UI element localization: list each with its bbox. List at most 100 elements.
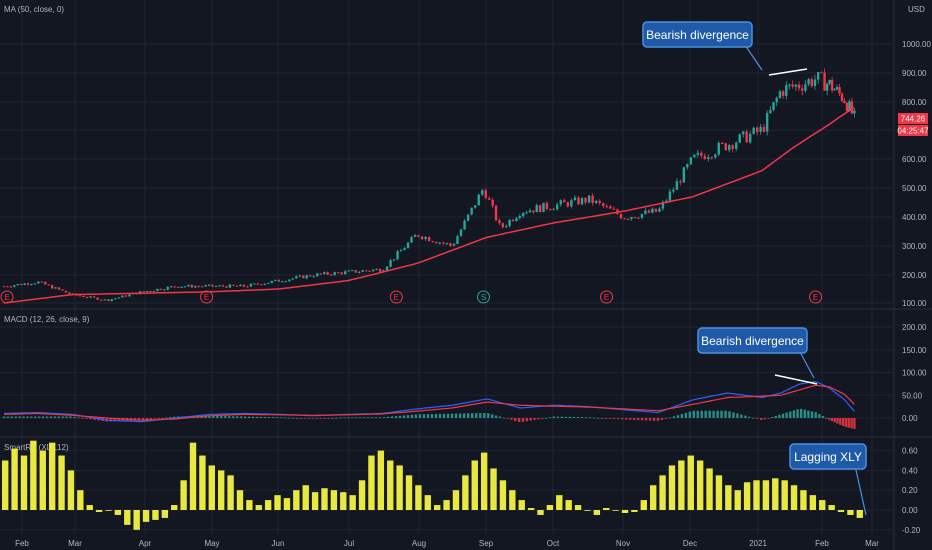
macd-histogram-bar <box>521 418 525 422</box>
candle-body <box>392 259 396 261</box>
macd-histogram-bar <box>216 415 219 418</box>
macd-histogram-bar <box>621 418 624 420</box>
macd-histogram-bar <box>664 418 668 419</box>
candle-body <box>263 283 267 285</box>
rs-bar <box>603 508 610 510</box>
smartrs-bars <box>2 440 863 530</box>
countdown-value: 04:25:47 <box>897 127 929 136</box>
event-marker[interactable] <box>389 290 403 304</box>
candle-body <box>427 237 431 242</box>
rs-bar <box>161 510 169 518</box>
rs-bar <box>659 475 666 510</box>
rs-bar <box>678 460 685 510</box>
macd-histogram-bar <box>331 417 334 419</box>
candle-body <box>745 131 748 143</box>
macd-histogram-bar <box>53 416 57 418</box>
event-marker[interactable] <box>0 290 14 304</box>
time-tick-label: Mar <box>865 539 879 548</box>
event-marker[interactable] <box>600 290 613 304</box>
rs-axis-ticks: -0.20 0.00 0.20 0.40 0.60 <box>902 447 921 535</box>
candle-body <box>545 202 549 210</box>
macd-panel-title: MACD (12, 26, close, 9) <box>4 315 90 324</box>
macd-histogram-bar <box>327 418 330 419</box>
macd-histogram-bar <box>617 418 620 420</box>
candle-body <box>810 79 813 87</box>
candle-body <box>830 79 834 91</box>
rs-bar <box>593 510 601 515</box>
candle-body <box>521 212 525 217</box>
candle-body <box>99 299 103 301</box>
macd-histogram-bar <box>251 416 255 418</box>
macd-histogram-bar <box>359 417 362 419</box>
macd-histogram-bar <box>475 413 478 418</box>
macd-histogram-bar <box>374 417 378 419</box>
macd-histogram-bar <box>613 418 616 419</box>
macd-histogram-bar <box>844 418 848 428</box>
price-divergence-line <box>768 68 808 76</box>
candle-body <box>686 164 689 168</box>
time-tick-label: Sep <box>479 539 494 548</box>
candle-body <box>765 113 769 132</box>
currency-label: USD <box>908 5 925 14</box>
candle-body <box>552 209 555 211</box>
candle-body <box>717 142 720 155</box>
macd-tick-label: 100.00 <box>902 369 927 378</box>
price-panel-title: MA (50, close, 0) <box>4 5 64 14</box>
macd-histogram-bar <box>141 418 145 421</box>
rs-bar <box>452 490 460 510</box>
macd-histogram-bar <box>604 418 608 419</box>
rs-bar <box>199 455 206 510</box>
event-marker[interactable] <box>477 290 490 304</box>
macd-callout-pointer <box>799 351 815 379</box>
candle-body <box>176 286 180 288</box>
candle-body <box>424 237 427 240</box>
macd-histogram-bar <box>814 412 817 418</box>
macd-histogram-bar <box>760 418 763 420</box>
macd-histogram-bar <box>644 418 648 421</box>
macd-histogram-bar <box>770 417 774 418</box>
macd-tick-label: 50.00 <box>902 391 923 400</box>
candle-body <box>378 268 382 272</box>
candle-body <box>267 282 270 284</box>
price-tick-label: 300.00 <box>902 242 927 251</box>
candle-body <box>456 236 459 244</box>
macd-histogram-bar <box>580 417 584 418</box>
candle-body <box>459 229 463 237</box>
macd-histogram-bar <box>438 413 442 418</box>
rs-bar <box>95 510 103 512</box>
macd-histogram-bar <box>537 418 540 420</box>
candle-body <box>361 270 364 272</box>
macd-histogram-bar <box>498 416 502 418</box>
macd-histogram-bar <box>629 418 632 420</box>
candle-body <box>525 212 528 214</box>
rs-bar <box>762 480 770 510</box>
rs-tick-label: 0.60 <box>902 447 918 456</box>
macd-histogram-bar <box>479 413 482 418</box>
candle-body <box>253 283 256 285</box>
candle-body <box>218 285 221 287</box>
candle-body <box>68 292 71 294</box>
candle-body <box>501 223 505 228</box>
macd-histogram-bar <box>153 418 156 419</box>
candle-body <box>463 220 466 230</box>
candle-body <box>6 286 9 288</box>
candle-body <box>16 283 19 286</box>
candle-body <box>183 286 187 288</box>
macd-histogram-bar <box>588 417 592 419</box>
event-marker[interactable] <box>809 290 823 304</box>
candle-body <box>584 198 587 203</box>
candle-body <box>549 209 552 211</box>
macd-histogram-bar <box>279 417 283 419</box>
candle-body <box>612 208 616 210</box>
macd-histogram-bar <box>636 418 640 421</box>
candle-body <box>291 278 294 280</box>
event-marker[interactable] <box>200 290 214 304</box>
candle-body <box>435 241 438 244</box>
macd-callout-text: Bearish divergence <box>701 334 804 348</box>
macd-histogram-bar <box>736 413 739 418</box>
candle-body <box>357 271 361 273</box>
candle-body <box>107 299 110 301</box>
candle-body <box>96 297 99 300</box>
macd-histogram-bar <box>57 416 60 418</box>
